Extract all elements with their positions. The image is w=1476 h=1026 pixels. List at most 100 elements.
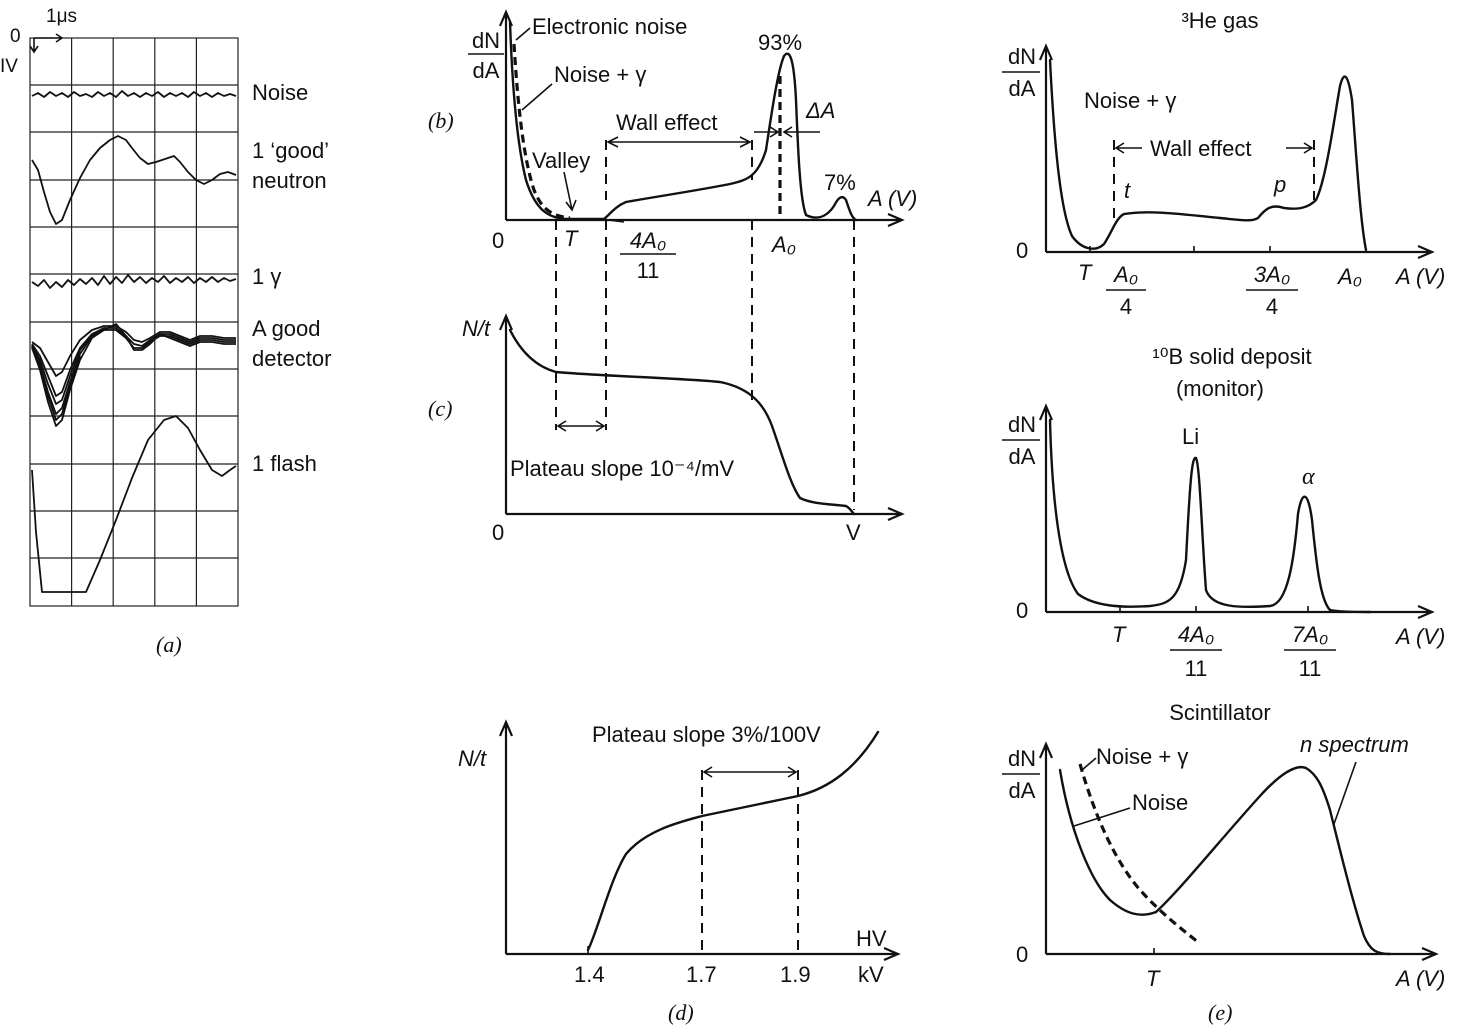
trace-label-good-1: 1 ‘good’: [252, 138, 329, 163]
c-plateau-arrow: [556, 420, 606, 432]
d-plateau-label: Plateau slope 3%/100V: [592, 722, 821, 747]
he-spectrum-curve: [1048, 58, 1368, 252]
b10-f2-num: 7A₀: [1292, 622, 1328, 647]
b10-f2-den: 11: [1299, 656, 1322, 681]
sc-T-label: T: [1146, 966, 1161, 991]
he-wall-effect-label: Wall effect: [1150, 136, 1251, 161]
b10-y-axis: [1038, 403, 1054, 612]
b-delta-a-arrow-left: [754, 126, 780, 138]
b-frac-den: 11: [637, 258, 660, 283]
c-ylabel: N/t: [462, 316, 491, 341]
b10-f1-den: 11: [1185, 656, 1208, 681]
b-noise-gamma-label: Noise + γ: [554, 62, 646, 87]
good-neutron-trace: [31, 135, 237, 225]
trace-label-gamma: 1 γ: [252, 264, 281, 289]
he-xlabel: A (V): [1394, 264, 1445, 289]
he-x-axis: [1046, 244, 1435, 260]
flash-trace: [31, 415, 237, 593]
caption-c: (c): [428, 396, 452, 421]
he-ylabel-bottom: dA: [1009, 76, 1036, 101]
b-electronic-noise-leader: [515, 27, 531, 41]
d-xlabel-bottom: kV: [858, 962, 884, 987]
caption-a: (a): [156, 632, 182, 657]
he-title: ³He gas: [1181, 8, 1258, 33]
b10-T-label: T: [1112, 622, 1127, 647]
time-scale-label: 1μs: [46, 6, 77, 27]
he-zero: 0: [1016, 238, 1028, 263]
d-ylabel: N/t: [458, 746, 487, 771]
caption-e: (e): [1208, 1000, 1232, 1025]
b-ylabel-bottom: dA: [473, 58, 500, 83]
trace-label-noise: Noise: [252, 80, 308, 105]
b-valley-leader: [563, 171, 577, 212]
he-ylabel-top: dN: [1008, 44, 1036, 69]
b-electronic-noise-label: Electronic noise: [532, 14, 687, 39]
zero-label: 0: [10, 26, 21, 47]
b10-x-axis: [1046, 604, 1435, 620]
trace-label-detector-2: detector: [252, 346, 332, 371]
d-y-axis: [498, 719, 514, 954]
he-y-axis: [1038, 43, 1054, 252]
panel-e-b10-spectrum: ¹⁰B solid deposit (monitor) dN dA Li α 0…: [1002, 344, 1445, 681]
b10-alpha-label: α: [1302, 464, 1315, 490]
b-wall-effect-label: Wall effect: [616, 110, 717, 135]
b10-ylabel-bottom: dA: [1009, 444, 1036, 469]
he-wall-arrow-left: [1114, 142, 1142, 154]
b10-f1-num: 4A₀: [1178, 622, 1214, 647]
c-plateau-label: Plateau slope 10⁻⁴/mV: [510, 456, 734, 481]
panel-c-counting-curve: N/t Plateau slope 10⁻⁴/mV 0 V (c): [428, 313, 905, 545]
b-noise-gamma-leader: [521, 83, 553, 111]
sc-title: Scintillator: [1169, 700, 1270, 725]
panel-a-oscilloscope: 1μs 0 IV Noise 1 ‘good’ neutron 1 γ A go…: [0, 6, 332, 657]
d-tick-1.4: 1.4: [574, 962, 605, 987]
sc-y-axis: [1038, 741, 1054, 954]
b-A0-label: A₀: [770, 232, 796, 257]
sc-noise-label: Noise: [1132, 790, 1188, 815]
b10-zero: 0: [1016, 598, 1028, 623]
he-f1-num: A₀: [1112, 262, 1138, 287]
b-zero: 0: [492, 228, 504, 253]
b10-li-label: Li: [1182, 424, 1199, 449]
c-x-axis: [506, 506, 905, 522]
b-4a0-leader: [607, 219, 625, 223]
he-f1-den: 4: [1120, 294, 1132, 319]
he-p-label: p: [1273, 172, 1286, 197]
caption-b: (b): [428, 108, 454, 133]
panel-e-he3-spectrum: ³He gas dN dA Noise + γ Wall effect t p …: [1002, 8, 1445, 319]
b-93pct-label: 93%: [758, 30, 802, 55]
time-scale-arrow: [34, 33, 64, 43]
b-wall-effect-arrow: [606, 136, 752, 148]
sc-ylabel-bottom: dA: [1009, 778, 1036, 803]
b10-xlabel: A (V): [1394, 624, 1445, 649]
b10-spectrum-curve: [1048, 418, 1372, 614]
trace-label-good-2: neutron: [252, 168, 327, 193]
volt-label: IV: [0, 56, 18, 77]
sc-noise-leader: [1073, 807, 1131, 827]
caption-d: (d): [668, 1000, 694, 1025]
sc-noise-gamma-label: Noise + γ: [1096, 744, 1188, 769]
scope-grid: [30, 38, 238, 606]
volt-scale-arrow: [29, 38, 39, 54]
b10-ylabel-top: dN: [1008, 412, 1036, 437]
d-tick-1.9: 1.9: [780, 962, 811, 987]
panel-b-pulse-height-spectrum: dN dA Electronic noise Noise + γ Valley …: [428, 9, 917, 510]
b-delta-a-label: ΔA: [805, 98, 835, 123]
b10-title-line2: (monitor): [1176, 376, 1264, 401]
gamma-trace: [31, 274, 237, 289]
d-xlabel-top: HV: [856, 926, 887, 951]
d-x-axis: [506, 946, 901, 962]
c-count-curve: [508, 328, 856, 516]
noise-trace: [31, 90, 237, 98]
d-plateau-arrow: [702, 766, 798, 778]
b-frac-num: 4A₀: [630, 228, 666, 253]
b-valley-label: Valley: [532, 148, 590, 173]
he-f2-num: 3A₀: [1254, 262, 1290, 287]
b-xlabel: A (V): [866, 186, 917, 211]
c-xlabel: V: [846, 520, 861, 545]
he-wall-arrow-right: [1286, 142, 1314, 154]
sc-zero: 0: [1016, 942, 1028, 967]
he-noise-gamma-label: Noise + γ: [1084, 88, 1176, 113]
sc-n-spectrum-curve: [1154, 765, 1392, 956]
he-A0-label: A₀: [1336, 264, 1362, 289]
